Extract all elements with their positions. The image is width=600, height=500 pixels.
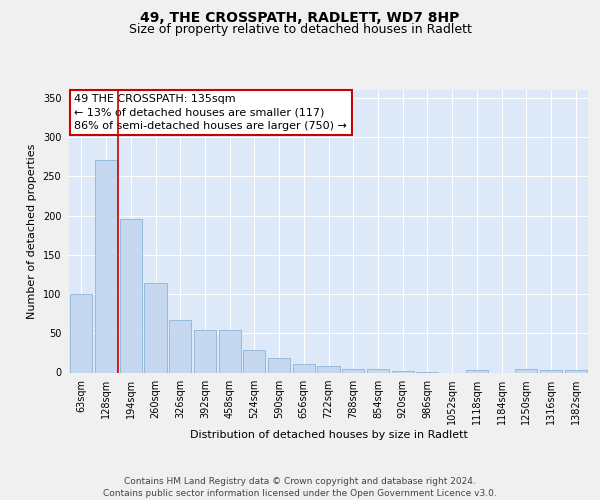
Text: 49 THE CROSSPATH: 135sqm
← 13% of detached houses are smaller (117)
86% of semi-: 49 THE CROSSPATH: 135sqm ← 13% of detach…: [74, 94, 347, 130]
Text: 49, THE CROSSPATH, RADLETT, WD7 8HP: 49, THE CROSSPATH, RADLETT, WD7 8HP: [140, 11, 460, 25]
Bar: [218, 330, 241, 372]
Bar: [243, 350, 265, 372]
Bar: [268, 358, 290, 372]
Text: Contains HM Land Registry data © Crown copyright and database right 2024.
Contai: Contains HM Land Registry data © Crown c…: [103, 476, 497, 498]
Bar: [95, 160, 117, 372]
Bar: [367, 370, 389, 372]
Bar: [515, 370, 538, 372]
Y-axis label: Number of detached properties: Number of detached properties: [27, 144, 37, 319]
Bar: [342, 370, 364, 372]
Bar: [540, 370, 562, 372]
Bar: [194, 330, 216, 372]
Bar: [145, 283, 167, 372]
Bar: [293, 364, 315, 372]
Bar: [565, 370, 587, 372]
Bar: [169, 320, 191, 372]
Text: Size of property relative to detached houses in Radlett: Size of property relative to detached ho…: [128, 22, 472, 36]
Bar: [70, 294, 92, 372]
Bar: [317, 366, 340, 372]
Bar: [119, 220, 142, 372]
X-axis label: Distribution of detached houses by size in Radlett: Distribution of detached houses by size …: [190, 430, 467, 440]
Bar: [392, 371, 414, 372]
Bar: [466, 370, 488, 372]
